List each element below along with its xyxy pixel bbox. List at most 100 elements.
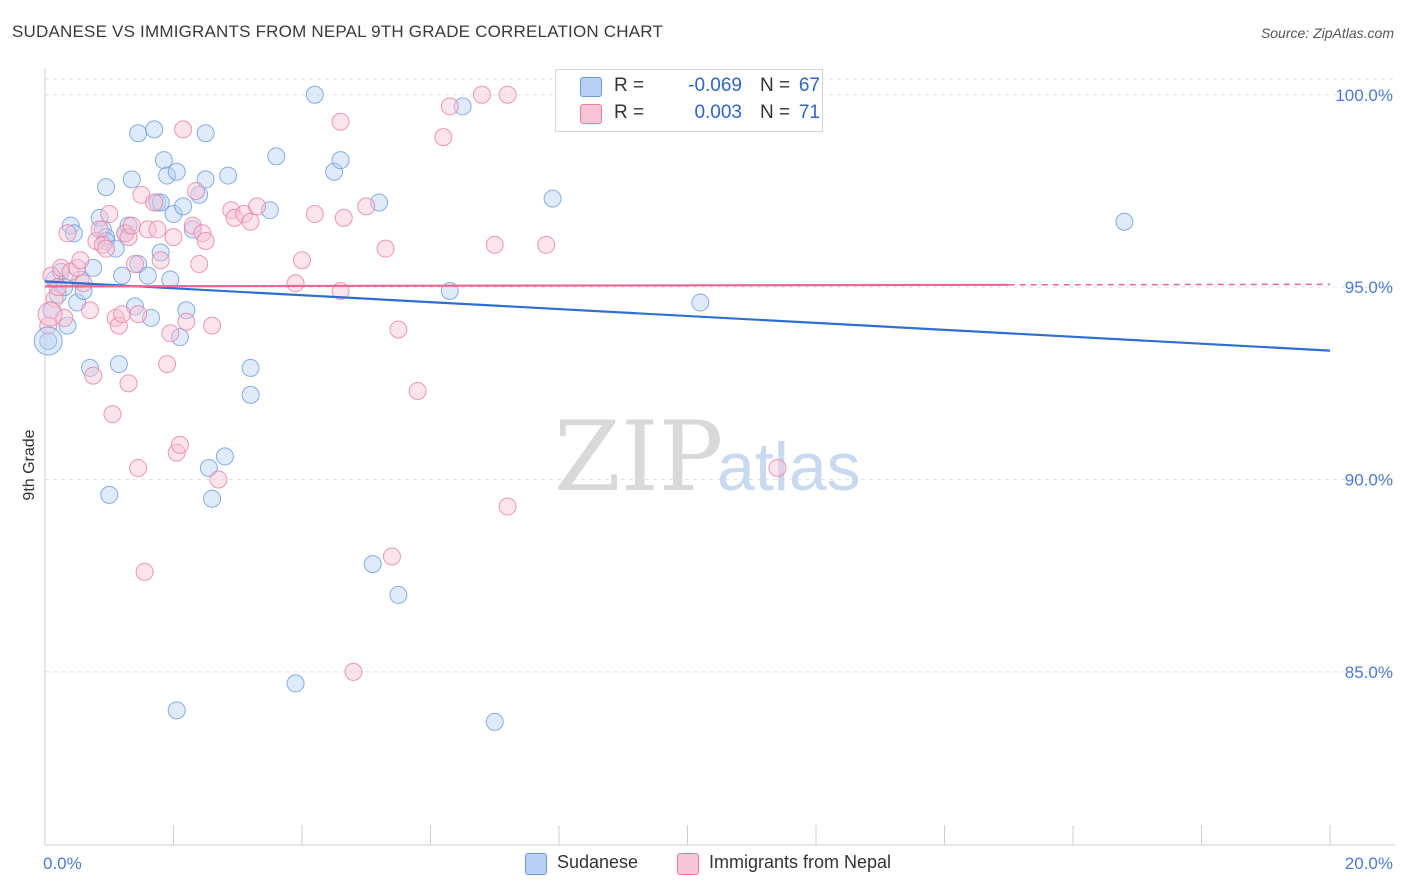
nepal-point — [42, 266, 61, 285]
sudanese-point — [267, 147, 286, 166]
sudanese-point — [129, 124, 148, 143]
sudanese-point — [219, 166, 238, 185]
x-tick-label-max: 20.0% — [1345, 854, 1393, 873]
x-tick-label-min: 0.0% — [43, 854, 82, 873]
sudanese-point — [138, 266, 157, 285]
nepal-point — [109, 316, 128, 335]
nepal-point — [286, 274, 305, 293]
watermark-atlas: atlas — [717, 429, 861, 505]
nepal-point — [158, 355, 177, 374]
data-points — [33, 85, 1134, 731]
nepal-point — [183, 216, 202, 235]
nepal-point — [177, 312, 196, 331]
nepal-point — [376, 239, 395, 258]
nepal-point — [145, 193, 164, 212]
nepal-point — [241, 212, 260, 231]
nepal-point — [334, 208, 353, 227]
axes — [44, 68, 1395, 846]
sudanese-point — [167, 162, 186, 181]
chart-title: SUDANESE VS IMMIGRANTS FROM NEPAL 9TH GR… — [12, 22, 664, 41]
sudanese-point — [196, 170, 215, 189]
nepal-point — [498, 497, 517, 516]
nepal-point — [164, 228, 183, 247]
nepal-point — [170, 435, 189, 454]
sudanese-point — [151, 243, 170, 262]
nepal-point — [293, 251, 311, 270]
legend-label-nepal: Immigrants from Nepal — [709, 852, 892, 872]
nepal-point — [52, 258, 71, 277]
sudanese-point — [453, 97, 472, 116]
nepal-point — [472, 85, 491, 104]
sudanese-point — [199, 458, 218, 477]
nepal-point — [55, 308, 74, 327]
sudanese-point — [100, 485, 119, 504]
nepal-point — [389, 320, 408, 339]
y-tick-label: 95.0% — [1345, 278, 1393, 297]
sudanese-point — [158, 166, 177, 185]
sudanese-point — [691, 293, 710, 312]
y-axis-label: 9th Grade — [21, 429, 38, 500]
nepal-point — [129, 458, 148, 477]
sudanese-point — [109, 355, 128, 374]
nepal-point — [103, 405, 122, 424]
nepal-point — [485, 235, 504, 254]
nepal-point — [331, 112, 350, 131]
sudanese-point — [151, 193, 170, 212]
nepal-point — [186, 181, 205, 200]
sudanese-point — [183, 220, 202, 239]
sudanese-point — [241, 358, 260, 377]
legend-n-value: 67 — [798, 75, 820, 96]
y-tick-label: 90.0% — [1345, 471, 1393, 490]
nepal-point — [119, 374, 138, 393]
nepal-point — [138, 220, 157, 239]
sudanese-point — [64, 224, 83, 243]
sudanese-point — [97, 178, 116, 197]
nepal-point — [45, 289, 64, 308]
sudanese-point — [170, 328, 189, 347]
legend-r-value: 0.003 — [694, 102, 742, 123]
nepal-point — [768, 458, 787, 477]
correlation-legend: R = -0.069 N = 67 R = 0.003 N = 71 — [555, 69, 823, 132]
nepal-point — [305, 205, 324, 224]
sudanese-point — [215, 447, 234, 466]
nepal-point — [90, 220, 109, 239]
nepal-point — [209, 470, 228, 489]
sudanese-point — [363, 555, 382, 574]
nepal-point — [498, 85, 517, 104]
sudanese-point — [39, 332, 58, 351]
nepal-point — [119, 228, 138, 247]
sudanese-point — [485, 712, 504, 731]
nepal-point — [71, 251, 90, 270]
nepal-point — [382, 547, 401, 566]
nepal-point — [357, 197, 376, 216]
sudanese-point — [203, 489, 222, 508]
nepal-point — [434, 128, 453, 147]
nepal-point — [129, 305, 148, 324]
nepal-point — [161, 324, 180, 343]
sudanese-point-cluster — [33, 326, 63, 356]
x-tick-labels: 0.0% 20.0% — [43, 854, 1393, 873]
trend-lines — [44, 280, 1331, 352]
nepal-point — [151, 251, 170, 270]
sudanese-point — [122, 170, 141, 189]
watermark-zip: ZIP — [554, 401, 723, 513]
sudanese-point — [325, 162, 344, 181]
nepal-point-cluster — [37, 301, 63, 327]
legend-r-label: R = — [614, 102, 645, 123]
sudanese-point — [241, 385, 260, 404]
nepal-trend-line — [44, 283, 1009, 288]
nepal-point — [122, 216, 141, 235]
source-credit: Source: ZipAtlas.com — [1260, 25, 1394, 41]
sudanese-point — [543, 189, 562, 208]
legend-swatch-pink — [677, 853, 699, 875]
nepal-point — [125, 255, 144, 274]
legend-n-value: 71 — [798, 102, 820, 123]
sudanese-point — [174, 197, 193, 216]
nepal-point — [196, 231, 215, 250]
legend-r-label: R = — [614, 75, 645, 96]
y-tick-label: 100.0% — [1335, 86, 1393, 105]
nepal-point — [344, 662, 363, 681]
nepal-point — [148, 220, 167, 239]
nepal-point — [537, 235, 556, 254]
